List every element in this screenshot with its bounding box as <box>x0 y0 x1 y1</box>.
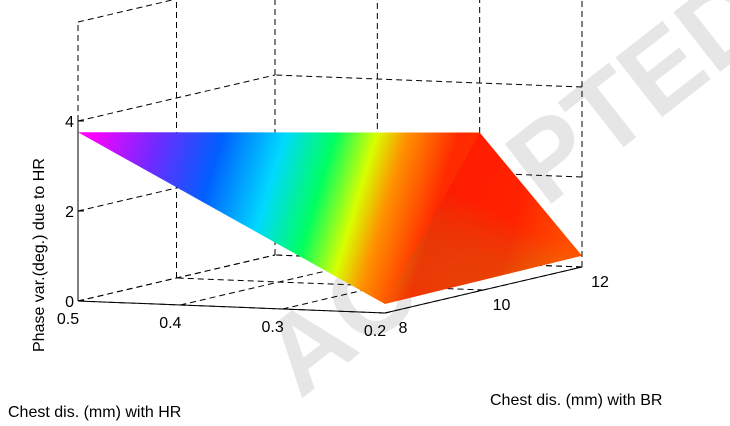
gridline <box>274 74 583 88</box>
x-tick <box>282 307 288 310</box>
y-axis-label: Chest dis. (mm) with BR <box>490 392 662 409</box>
x-tick-label: 0.4 <box>159 315 181 332</box>
surface <box>78 132 582 304</box>
x-tick-label: 0.3 <box>262 319 284 336</box>
x-axis-label: Chest dis. (mm) with HR <box>8 404 181 421</box>
z-tick-label: 2 <box>65 204 74 221</box>
z-axis-label: Phase var.(deg.) due to HR <box>31 158 48 352</box>
x-tick-label: 0.2 <box>364 323 386 340</box>
gridline <box>77 254 276 302</box>
z-tick-label: 4 <box>65 114 74 131</box>
x-tick <box>384 311 391 314</box>
axes <box>77 120 583 314</box>
x-axis-line <box>77 300 386 314</box>
x-tick-label: 0.5 <box>57 311 79 328</box>
x-tick <box>180 303 186 306</box>
gridline <box>77 164 276 212</box>
box-edge <box>77 0 175 23</box>
surface-shading <box>385 132 582 304</box>
y-tick-label: 8 <box>399 320 408 337</box>
y-tick-label: 10 <box>493 297 511 314</box>
tick-labels: 0.5 0.4 0.3 0.2 8 10 12 0 2 4 <box>57 114 609 340</box>
y-tick-label: 12 <box>591 274 609 291</box>
z-tick-label: 0 <box>65 294 74 311</box>
gridline <box>77 74 276 122</box>
